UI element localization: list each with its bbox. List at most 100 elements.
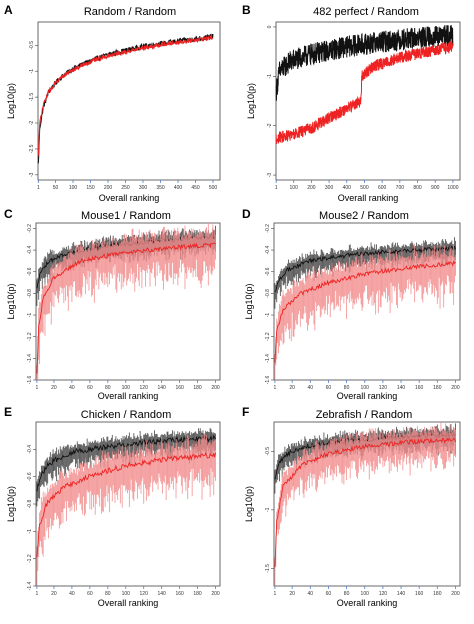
panel-d: D Mouse2 / Random -1.6 -1.4 -1.2 -1 -0.8 -0.6 -0… xyxy=(242,207,461,401)
x-tick-label: 160 xyxy=(415,385,424,391)
panel-letter: B xyxy=(242,3,251,17)
x-tick-label: 100 xyxy=(290,185,299,191)
panel-title: Random / Random xyxy=(84,6,176,18)
panel-title: Chicken / Random xyxy=(81,409,172,421)
panel-b: B 482 perfect / Random -3 -2 -1 0 1 100 200 300 40… xyxy=(242,3,461,203)
y-axis-label: Log10(p) xyxy=(244,283,254,319)
x-tick-label: 400 xyxy=(343,185,352,191)
y-axis-label: Log10(p) xyxy=(6,283,16,319)
y-tick-label: -1.4 xyxy=(27,581,33,590)
y-tick-label: -1 xyxy=(265,507,271,512)
series-line xyxy=(36,242,216,374)
y-tick-label: -1.2 xyxy=(265,332,271,341)
x-tick-label: 400 xyxy=(174,185,183,191)
x-tick-label: 180 xyxy=(433,591,442,597)
x-tick-label: 200 xyxy=(211,385,220,391)
panel-title: 482 perfect / Random xyxy=(313,6,419,18)
y-tick-label: -1 xyxy=(29,69,35,74)
x-tick-label: 1 xyxy=(36,385,39,391)
x-tick-label: 160 xyxy=(175,591,184,597)
x-tick-label: 1 xyxy=(36,591,39,597)
series-query xyxy=(274,243,456,380)
y-tick-label: -1 xyxy=(265,313,271,318)
panel-title: Zebrafish / Random xyxy=(316,409,413,421)
x-tick-label: 900 xyxy=(431,185,440,191)
series-query xyxy=(36,223,216,380)
x-tick-label: 140 xyxy=(397,385,406,391)
x-tick-label: 800 xyxy=(413,185,422,191)
x-tick-label: 600 xyxy=(378,185,387,191)
y-tick-label: -0.8 xyxy=(265,289,271,298)
y-axis-label: Log10(p) xyxy=(246,83,256,119)
x-tick-label: 100 xyxy=(361,385,370,391)
panel-e: E Chicken / Random -1.4 -1.2 -1 -0.8 -0.6 -0.4 1… xyxy=(4,405,221,608)
x-tick-label: 120 xyxy=(140,591,149,597)
y-tick-label: -0.5 xyxy=(29,41,35,50)
panel-letter: E xyxy=(4,405,12,419)
x-tick-label: 120 xyxy=(379,591,388,597)
x-tick-label: 200 xyxy=(307,185,316,191)
x-tick-label: 40 xyxy=(308,385,314,391)
x-tick-label: 60 xyxy=(326,591,332,597)
x-tick-label: 60 xyxy=(87,385,93,391)
x-tick-label: 180 xyxy=(433,385,442,391)
x-tick-label: 120 xyxy=(379,385,388,391)
x-tick-label: 20 xyxy=(289,591,295,597)
x-axis-label: Overall ranking xyxy=(99,193,160,203)
x-axis-label: Overall ranking xyxy=(98,598,159,608)
x-tick-label: 140 xyxy=(157,591,166,597)
panel-title: Mouse1 / Random xyxy=(81,210,171,222)
y-tick-label: -1.2 xyxy=(27,554,33,563)
y-axis-label: Log10(p) xyxy=(6,83,16,119)
y-tick-label: -0.4 xyxy=(27,445,33,454)
panel-c: C Mouse1 / Random -1.6 -1.4 -1.2 -1 -0.8 -0.6 -0… xyxy=(4,207,221,401)
x-axis-label: Overall ranking xyxy=(337,598,398,608)
y-tick-label: -1.5 xyxy=(265,564,271,573)
x-tick-label: 500 xyxy=(209,185,218,191)
x-tick-label: 100 xyxy=(69,185,78,191)
x-tick-label: 1 xyxy=(37,185,40,191)
x-tick-label: 100 xyxy=(122,591,131,597)
x-tick-label: 500 xyxy=(360,185,369,191)
y-tick-label: -0.8 xyxy=(27,499,33,508)
y-tick-label: -1 xyxy=(267,74,273,79)
x-tick-label: 300 xyxy=(325,185,334,191)
series-query xyxy=(274,422,456,586)
x-tick-label: 300 xyxy=(139,185,148,191)
series-line xyxy=(37,34,214,156)
x-tick-label: 350 xyxy=(156,185,165,191)
x-tick-label: 450 xyxy=(191,185,200,191)
y-axis-label: Log10(p) xyxy=(6,486,16,522)
y-tick-label: -0.4 xyxy=(265,246,271,255)
y-tick-label: -1 xyxy=(27,313,33,318)
panel-letter: A xyxy=(4,3,13,17)
x-tick-label: 100 xyxy=(361,591,370,597)
series-random xyxy=(275,25,454,101)
x-tick-label: 140 xyxy=(157,385,166,391)
x-tick-label: 20 xyxy=(51,385,57,391)
y-axis-label: Log10(p) xyxy=(244,486,254,522)
x-tick-label: 1000 xyxy=(447,185,458,191)
x-axis-label: Overall ranking xyxy=(338,193,399,203)
x-tick-label: 160 xyxy=(175,385,184,391)
y-tick-label: -0.6 xyxy=(27,472,33,481)
y-tick-label: -1.6 xyxy=(27,375,33,384)
panel-letter: F xyxy=(242,405,249,419)
y-tick-label: -1 xyxy=(27,529,33,534)
series-query xyxy=(36,433,216,586)
x-tick-label: 20 xyxy=(289,385,295,391)
x-tick-label: 80 xyxy=(344,385,350,391)
y-tick-label: -1.4 xyxy=(265,354,271,363)
panel-title: Mouse2 / Random xyxy=(319,210,409,222)
x-tick-label: 120 xyxy=(140,385,149,391)
x-tick-label: 40 xyxy=(308,591,314,597)
y-tick-label: -2 xyxy=(267,123,273,128)
x-tick-label: 80 xyxy=(344,591,350,597)
y-tick-label: -0.5 xyxy=(265,447,271,456)
y-tick-label: 0 xyxy=(267,25,273,28)
x-tick-label: 200 xyxy=(211,591,220,597)
x-tick-label: 20 xyxy=(51,591,57,597)
series-line xyxy=(275,25,454,101)
x-tick-label: 200 xyxy=(451,591,460,597)
